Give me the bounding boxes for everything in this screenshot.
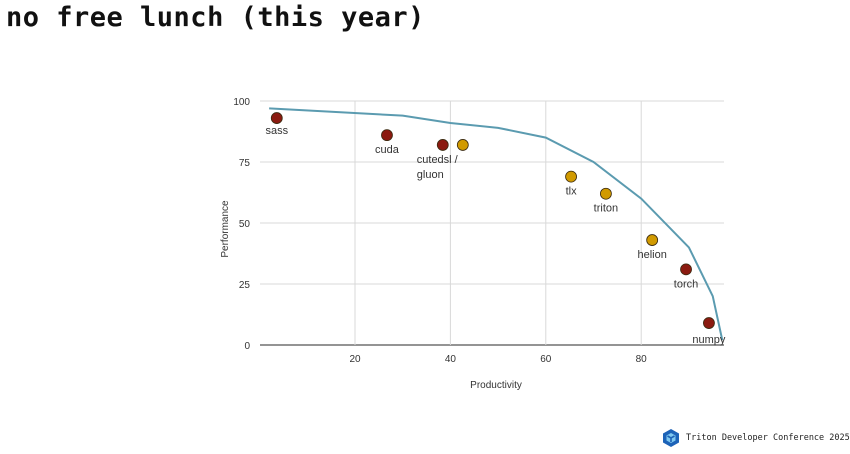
x-axis-label: Productivity: [470, 380, 522, 391]
x-tick-label: 20: [349, 354, 361, 365]
y-tick-label: 0: [244, 341, 250, 352]
point-label: cutedsl /: [417, 154, 459, 166]
point-label: sass: [265, 125, 288, 137]
points: sass cuda cutedsl / gluon tlx triton helion tor…: [265, 112, 726, 346]
tick-labels: 0 25 50 75 100 20 40 60 80: [233, 97, 647, 365]
point-label: tlx: [566, 186, 578, 198]
point-label: helion: [637, 249, 666, 261]
y-tick-label: 75: [239, 158, 251, 169]
point-sass: [270, 112, 283, 124]
y-tick-label: 100: [233, 97, 250, 108]
y-tick-label: 25: [239, 280, 251, 291]
point-label: cuda: [375, 144, 400, 156]
slide-title: no free lunch (this year): [6, 2, 425, 33]
point-torch: [680, 263, 692, 276]
footer-text: Triton Developer Conference 2025: [686, 433, 850, 443]
frontier-line: [269, 107, 724, 341]
point-cuda: [381, 129, 393, 142]
point-helion: [646, 234, 659, 246]
point-triton: [600, 187, 612, 200]
grid: [260, 100, 724, 346]
y-axis-label: Performance: [220, 200, 231, 258]
point-label: triton: [594, 203, 618, 215]
x-tick-label: 80: [636, 354, 648, 365]
x-tick-label: 60: [540, 354, 552, 365]
point-label: numpy: [692, 334, 726, 346]
triton-logo-icon: [663, 429, 679, 447]
y-tick-label: 50: [239, 219, 251, 230]
x-tick-label: 40: [445, 354, 457, 365]
point-numpy: [703, 317, 715, 329]
point-label: torch: [674, 278, 698, 290]
point-cutedsl: [436, 139, 449, 151]
point-label: gluon: [417, 169, 444, 181]
point-tlx: [565, 170, 577, 183]
point-gluon: [456, 139, 469, 151]
conference-footer: Triton Developer Conference 2025: [661, 428, 850, 448]
